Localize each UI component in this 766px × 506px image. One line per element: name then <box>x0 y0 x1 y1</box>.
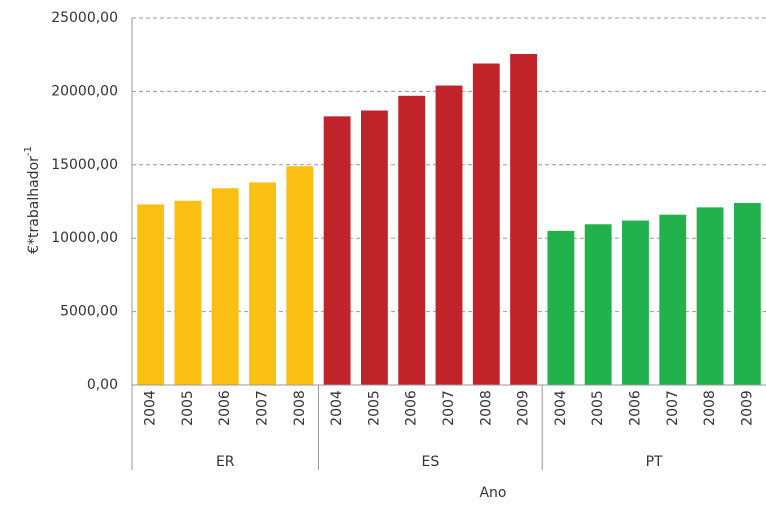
y-axis-label: €*trabalhador-1 <box>23 146 42 254</box>
bar <box>360 110 388 385</box>
y-tick-label: 5000,00 <box>60 304 118 320</box>
x-tick-label: 2006 <box>217 390 233 426</box>
bar <box>435 85 463 385</box>
x-tick-label: 2007 <box>441 390 457 426</box>
x-tick-label: 2009 <box>516 390 532 426</box>
bar <box>472 63 500 386</box>
x-tick-label: 2008 <box>702 390 718 426</box>
bar <box>211 188 239 385</box>
y-tick-label: 10000,00 <box>51 230 118 246</box>
x-tick-label: 2005 <box>180 390 196 426</box>
x-tick-label: 2006 <box>404 390 420 426</box>
y-axis-label-sup: -1 <box>23 146 34 156</box>
x-tick-label: 2005 <box>366 390 382 426</box>
x-tick-label: 2004 <box>143 390 159 426</box>
bar <box>323 116 351 385</box>
bar <box>547 230 575 385</box>
x-tick-label: 2008 <box>292 390 308 426</box>
x-tick-label: 2004 <box>553 390 569 426</box>
y-tick-label: 15000,00 <box>51 157 118 173</box>
bar <box>249 182 276 385</box>
group-label: PT <box>646 454 663 470</box>
x-tick-label: 2008 <box>478 390 494 426</box>
bar <box>659 214 687 385</box>
x-tick-label: 2007 <box>255 390 271 426</box>
bar <box>696 207 724 385</box>
bar <box>398 95 426 385</box>
x-axis-label: Ano <box>479 485 506 501</box>
bar <box>286 166 314 385</box>
group-label: ES <box>421 454 439 470</box>
x-tick-label: 2005 <box>590 390 606 426</box>
y-tick-label: 25000,00 <box>51 10 118 26</box>
y-axis-label-main: €*trabalhador <box>26 156 42 254</box>
x-tick-label: 2004 <box>329 390 345 426</box>
x-tick-label: 2006 <box>627 390 643 426</box>
x-tick-label: 2007 <box>665 390 681 426</box>
bar <box>622 220 649 385</box>
bar <box>510 53 538 385</box>
bar <box>174 200 202 385</box>
bar <box>137 204 165 385</box>
bar <box>584 224 612 385</box>
group-label: ER <box>216 454 235 470</box>
y-tick-label: 0,00 <box>87 377 118 393</box>
x-tick-label: 2009 <box>739 390 755 426</box>
bar <box>733 202 761 385</box>
y-tick-label: 20000,00 <box>51 83 118 99</box>
